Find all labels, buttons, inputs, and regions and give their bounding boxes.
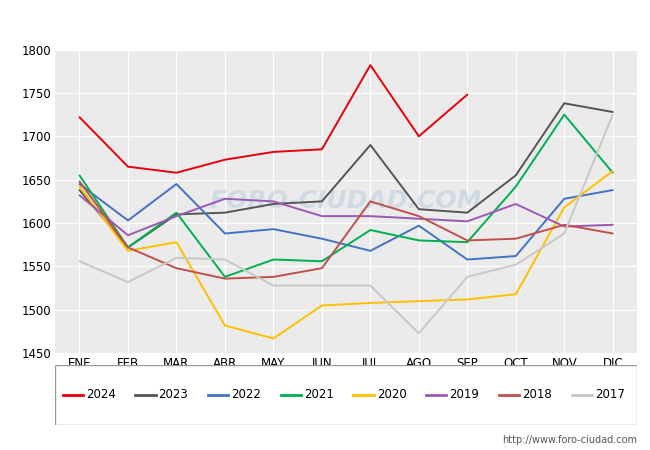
- Text: Afiliados en Mollina a 30/9/2024: Afiliados en Mollina a 30/9/2024: [185, 14, 465, 33]
- Text: 2024: 2024: [86, 388, 116, 401]
- Text: 2021: 2021: [304, 388, 334, 401]
- Text: 2022: 2022: [231, 388, 261, 401]
- Text: 2020: 2020: [376, 388, 406, 401]
- Text: 2018: 2018: [522, 388, 552, 401]
- FancyBboxPatch shape: [55, 364, 637, 425]
- Text: 2019: 2019: [449, 388, 479, 401]
- Text: 2023: 2023: [159, 388, 188, 401]
- Text: 2017: 2017: [595, 388, 625, 401]
- Text: FORO-CIUDAD.COM: FORO-CIUDAD.COM: [210, 189, 482, 213]
- Text: http://www.foro-ciudad.com: http://www.foro-ciudad.com: [502, 435, 637, 445]
